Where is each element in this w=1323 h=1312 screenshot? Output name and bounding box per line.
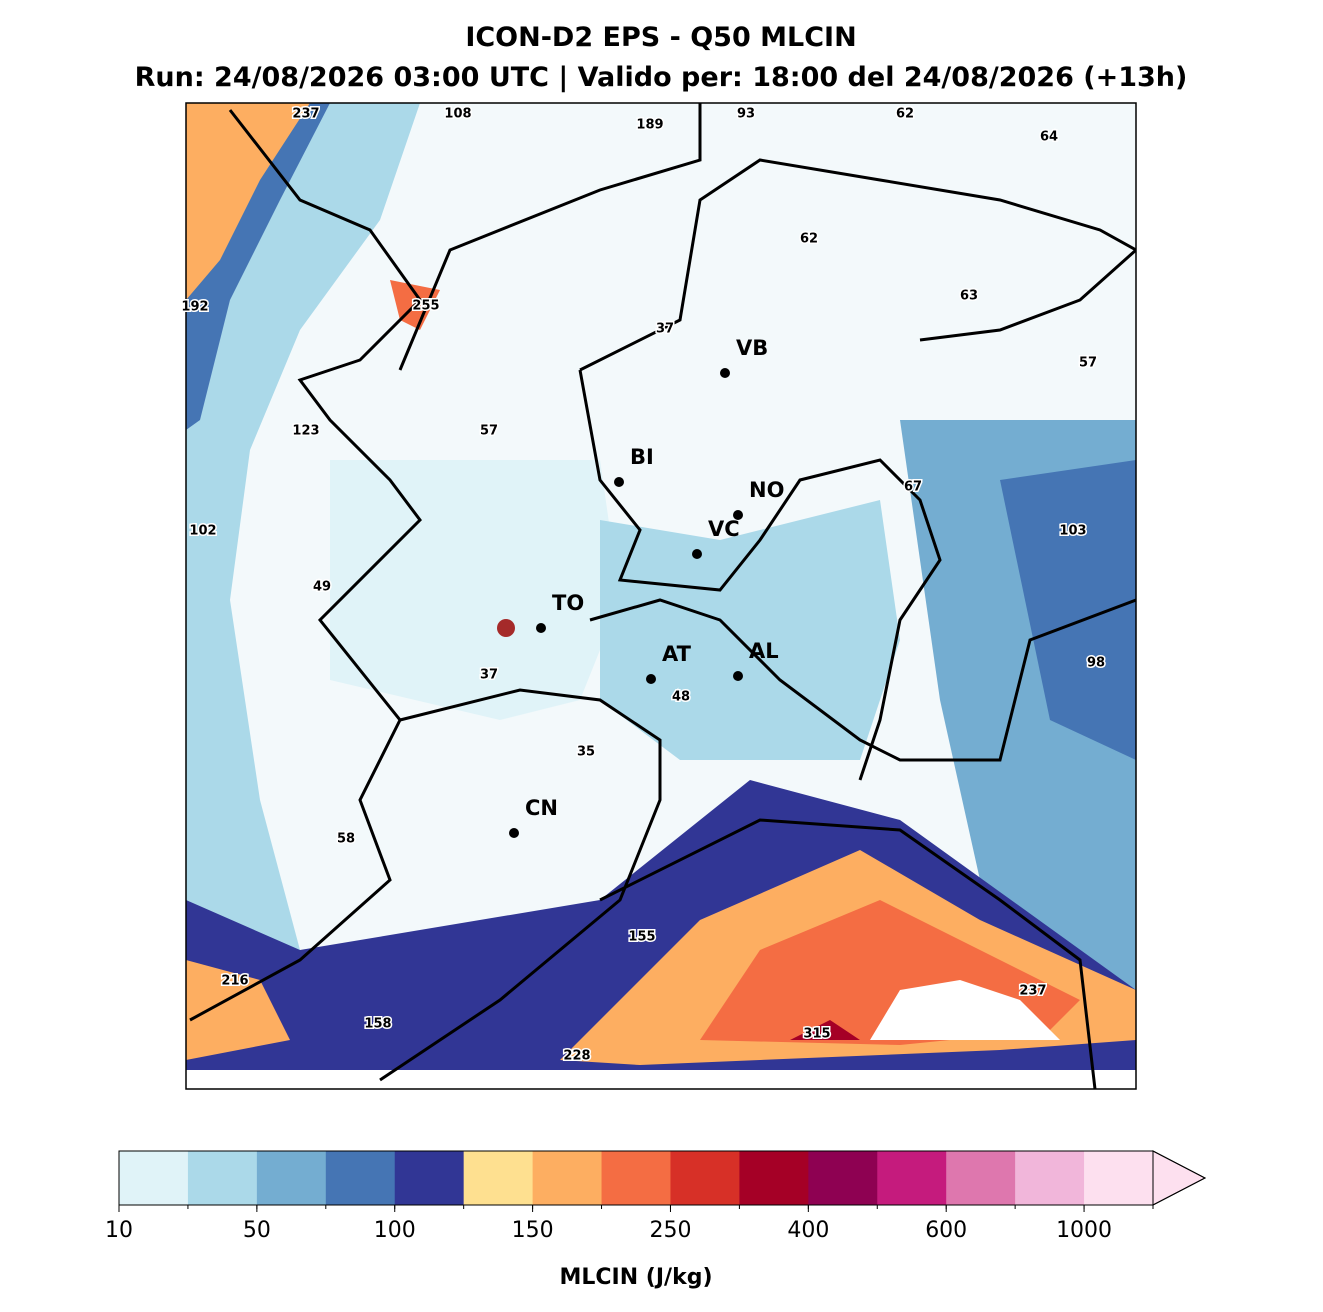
colorbar-extend [1152, 1150, 1207, 1206]
colorbar-segment [877, 1151, 947, 1205]
colorbar-tick-label: 50 [243, 1218, 271, 1243]
colorbar-segment [808, 1151, 878, 1205]
field-value-label: 158 [364, 1017, 391, 1032]
field-value-label: 123 [292, 424, 319, 439]
colorbar-segment [1015, 1151, 1085, 1205]
city-dot [733, 510, 743, 520]
field-value-label: 93 [737, 107, 755, 122]
field-value-label: 57 [1079, 356, 1097, 371]
field-value-label: 37 [656, 322, 674, 337]
city-label: VC [708, 517, 740, 541]
colorbar-segment [670, 1151, 740, 1205]
colorbar-tick-label: 600 [925, 1218, 967, 1243]
city-label: CN [525, 796, 558, 820]
field-value-label: 64 [1040, 130, 1058, 145]
colorbar-tick-label: 400 [787, 1218, 829, 1243]
field-value-label: 108 [444, 107, 471, 122]
map-frame [185, 102, 1137, 1090]
colorbar-segment [463, 1151, 534, 1205]
city-dot [720, 368, 730, 378]
field-value-label: 216 [221, 974, 248, 989]
city-label: BI [630, 445, 654, 469]
field-value-label: 237 [1019, 984, 1046, 999]
city-label: VB [736, 336, 768, 360]
field-value-label: 49 [313, 580, 331, 595]
city-dot [733, 671, 743, 681]
field-value-label: 255 [412, 299, 439, 314]
colorbar-segment [601, 1151, 671, 1205]
field-value-label: 98 [1087, 656, 1105, 671]
colorbar-tick-label: 10 [105, 1218, 133, 1243]
field-value-label: 228 [563, 1049, 590, 1064]
colorbar-tick-label: 150 [512, 1218, 554, 1243]
city-label: NO [749, 478, 784, 502]
city-dot [536, 623, 546, 633]
field-value-label: 237 [292, 107, 319, 122]
colorbar-segment [1084, 1151, 1154, 1205]
colorbar-segment [946, 1151, 1016, 1205]
field-value-label: 62 [896, 107, 914, 122]
colorbar-tick-label: 100 [374, 1218, 416, 1243]
field-value-label: 35 [577, 745, 595, 760]
field-value-label: 48 [672, 690, 690, 705]
title: ICON-D2 EPS - Q50 MLCIN [465, 22, 856, 53]
colorbar-segment [256, 1151, 327, 1205]
city-dot [614, 477, 624, 487]
field-value-label: 58 [337, 832, 355, 847]
city-dot [646, 674, 656, 684]
field-value-label: 155 [628, 930, 655, 945]
field-value-label: 63 [960, 289, 978, 304]
field-value-label: 189 [636, 118, 663, 133]
city-label: AT [662, 642, 692, 666]
colorbar-segment [187, 1151, 258, 1205]
colorbar-outline [118, 1150, 1207, 1206]
colorbar-tick-label: 1000 [1056, 1218, 1112, 1243]
subtitle: Run: 24/08/2026 03:00 UTC | Valido per: … [135, 62, 1188, 93]
colorbar-segment [532, 1151, 603, 1205]
field-value-label: 192 [181, 300, 208, 315]
field-value-label: 62 [800, 232, 818, 247]
colorbar-label: MLCIN (J/kg) [559, 1265, 712, 1290]
field-value-label: 102 [189, 524, 216, 539]
city-label: TO [552, 591, 584, 615]
colorbar-segment [739, 1151, 809, 1205]
field-value-label: 103 [1059, 524, 1086, 539]
map-field [186, 103, 1136, 1089]
colorbar-tick-label: 250 [649, 1218, 691, 1243]
city-dot [692, 549, 702, 559]
city-label: AL [749, 639, 779, 663]
location-marker [497, 619, 515, 637]
city-dot [509, 828, 519, 838]
colorbar-segment [325, 1151, 396, 1205]
colorbar-segment [394, 1151, 465, 1205]
field-value-label: 315 [803, 1027, 830, 1042]
field-value-label: 67 [904, 480, 922, 495]
field-value-label: 37 [480, 668, 498, 683]
field-value-label: 57 [480, 424, 498, 439]
colorbar-segment [119, 1151, 189, 1205]
